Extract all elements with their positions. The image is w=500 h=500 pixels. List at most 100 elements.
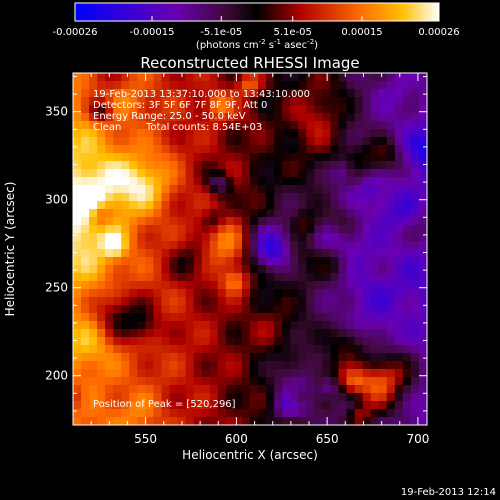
heatmap-cell <box>121 193 130 202</box>
heatmap-cell <box>298 145 307 154</box>
heatmap-cell <box>225 377 235 386</box>
heatmap-cell <box>362 217 372 226</box>
heatmap-cell <box>346 337 356 346</box>
heatmap-cell <box>233 73 243 82</box>
heatmap-cell <box>290 201 299 210</box>
heatmap-cell <box>217 185 227 194</box>
heatmap-cell <box>362 233 372 242</box>
heatmap-cell <box>225 201 235 210</box>
heatmap-cell <box>201 361 211 370</box>
heatmap-cell <box>298 73 307 82</box>
heatmap-cell <box>322 249 332 258</box>
heatmap-cell <box>161 137 171 146</box>
heatmap-cell <box>258 177 267 186</box>
heatmap-cell <box>386 209 396 218</box>
heatmap-cell <box>298 409 307 418</box>
heatmap-cell <box>73 137 82 146</box>
heatmap-cell <box>145 265 155 274</box>
heatmap-cell <box>354 145 364 154</box>
heatmap-cell <box>169 137 179 146</box>
heatmap-cell <box>81 297 90 306</box>
heatmap-cell <box>274 273 283 282</box>
heatmap-cell <box>209 401 219 410</box>
heatmap-cell <box>282 321 291 330</box>
heatmap-cell <box>169 377 179 386</box>
heatmap-cell <box>193 169 203 178</box>
heatmap-cell <box>129 385 138 394</box>
heatmap-cell <box>73 89 82 98</box>
heatmap-cell <box>233 185 243 194</box>
heatmap-cell <box>81 265 90 274</box>
heatmap-cell <box>177 129 187 138</box>
heatmap-cell <box>137 385 147 394</box>
heatmap-cell <box>370 161 380 170</box>
heatmap-cell <box>81 209 90 218</box>
heatmap-cell <box>362 249 372 258</box>
heatmap-cell <box>362 73 372 82</box>
heatmap-cell <box>410 209 420 218</box>
heatmap-cell <box>217 289 227 298</box>
heatmap-cell <box>402 177 412 186</box>
heatmap-cell <box>322 81 332 90</box>
heatmap-cell <box>169 153 179 162</box>
heatmap-cell <box>145 377 155 386</box>
heatmap-cell <box>105 153 114 162</box>
heatmap-cell <box>338 201 348 210</box>
heatmap-cell <box>89 97 98 106</box>
heatmap-cell <box>370 121 380 130</box>
heatmap-cell <box>225 281 235 290</box>
heatmap-cell <box>418 281 427 290</box>
heatmap-cell <box>410 185 420 194</box>
heatmap-cell <box>129 225 138 234</box>
heatmap-cell <box>225 369 235 378</box>
heatmap-cell <box>81 257 90 266</box>
heatmap-cell <box>394 281 404 290</box>
heatmap-cell <box>402 233 412 242</box>
heatmap-cell <box>193 401 203 410</box>
heatmap-cell <box>378 313 388 322</box>
heatmap-cell <box>410 217 420 226</box>
heatmap-cell <box>386 409 396 418</box>
heatmap-cell <box>386 417 396 425</box>
heatmap-cell <box>121 281 130 290</box>
heatmap-cell <box>250 361 259 370</box>
heatmap-cell <box>121 329 130 338</box>
heatmap-cell <box>362 409 372 418</box>
heatmap-cell <box>330 233 340 242</box>
heatmap-cell <box>370 129 380 138</box>
heatmap-cell <box>282 361 291 370</box>
heatmap-cell <box>282 417 291 425</box>
heatmap-cell <box>418 289 427 298</box>
heatmap-cell <box>177 153 187 162</box>
heatmap-cell <box>394 225 404 234</box>
heatmap-cell <box>105 345 114 354</box>
heatmap-cell <box>330 137 340 146</box>
heatmap-cell <box>418 81 427 90</box>
heatmap-cell <box>346 209 356 218</box>
heatmap-cell <box>97 105 106 114</box>
heatmap-cell <box>161 217 171 226</box>
heatmap-cell <box>354 313 364 322</box>
heatmap-cell <box>161 241 171 250</box>
heatmap-cell <box>105 193 114 202</box>
heatmap-cell <box>217 129 227 138</box>
heatmap-cell <box>209 81 219 90</box>
heatmap-cell <box>370 313 380 322</box>
heatmap-cell <box>250 289 259 298</box>
heatmap-cell <box>73 353 82 362</box>
heatmap-cell <box>225 273 235 282</box>
heatmap-cell <box>338 161 348 170</box>
heatmap-cell <box>330 89 340 98</box>
heatmap-cell <box>73 153 82 162</box>
heatmap-cell <box>418 233 427 242</box>
heatmap-cell <box>145 97 155 106</box>
heatmap-cell <box>97 89 106 98</box>
heatmap-cell <box>145 185 155 194</box>
heatmap-cell <box>217 417 227 425</box>
heatmap-cell <box>322 193 332 202</box>
heatmap-cell <box>73 321 82 330</box>
heatmap-cell <box>250 377 259 386</box>
heatmap-cell <box>177 113 187 122</box>
heatmap-cell <box>298 385 307 394</box>
heatmap-cell <box>354 81 364 90</box>
